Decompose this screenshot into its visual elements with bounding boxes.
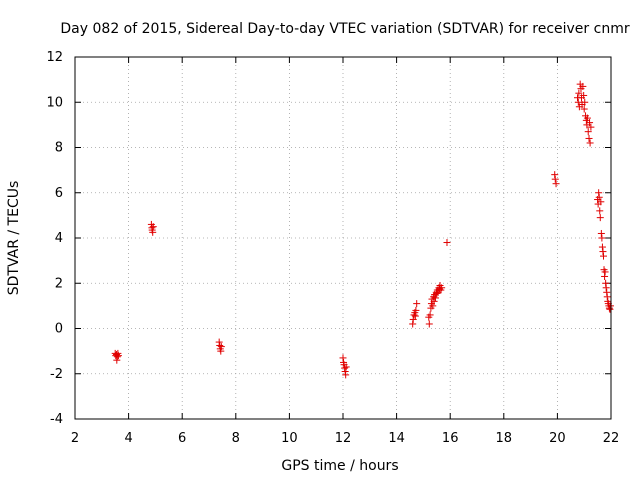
- data-point: [412, 306, 420, 314]
- data-point: [580, 91, 588, 99]
- data-point: [585, 134, 593, 142]
- x-tick-label: 20: [549, 431, 566, 446]
- y-tick-label: 12: [46, 50, 63, 65]
- data-point: [216, 341, 224, 349]
- grid-layer: [75, 57, 611, 419]
- data-point: [551, 171, 559, 179]
- data-point: [598, 234, 606, 242]
- data-point: [575, 89, 583, 97]
- data-point: [606, 305, 614, 313]
- data-point: [113, 353, 121, 361]
- y-tick-label: 6: [55, 186, 63, 201]
- x-tick-label: 6: [178, 431, 186, 446]
- data-point: [574, 98, 582, 106]
- data-point: [217, 347, 225, 355]
- data-point: [425, 320, 433, 328]
- data-point: [581, 98, 589, 106]
- data-point: [217, 343, 225, 351]
- data-point: [341, 367, 349, 375]
- data-point: [411, 312, 419, 320]
- data-point: [586, 139, 594, 147]
- data-point: [602, 279, 610, 287]
- data-point: [551, 175, 559, 183]
- plot-frame: [74, 56, 612, 420]
- data-point: [113, 356, 121, 364]
- data-point: [601, 272, 609, 280]
- data-point: [409, 320, 417, 328]
- data-point: [584, 128, 592, 136]
- data-point: [149, 223, 157, 231]
- data-point: [583, 114, 591, 122]
- y-tick-label: 4: [55, 231, 63, 246]
- y-tick-label: -2: [50, 367, 63, 382]
- data-point: [597, 229, 605, 237]
- x-axis-label: GPS time / hours: [281, 458, 398, 474]
- x-tick-label: 8: [232, 431, 240, 446]
- data-point: [606, 302, 614, 310]
- y-tick-label: 2: [55, 276, 63, 291]
- x-tick-label: 16: [442, 431, 459, 446]
- x-tick-label: 10: [281, 431, 298, 446]
- data-point: [587, 123, 595, 131]
- data-point: [342, 363, 350, 371]
- data-point: [552, 180, 560, 188]
- data-point: [603, 293, 611, 301]
- data-point: [431, 294, 439, 302]
- data-point: [586, 119, 594, 127]
- data-point: [598, 243, 606, 251]
- data-point: [443, 239, 451, 247]
- data-point: [438, 284, 446, 292]
- data-point: [597, 198, 605, 206]
- chart-title: Day 082 of 2015, Sidereal Day-to-day VTE…: [60, 21, 629, 37]
- data-point: [579, 82, 587, 90]
- data-point: [595, 193, 603, 201]
- y-tick-label: -4: [50, 412, 63, 427]
- data-point: [149, 228, 157, 236]
- data-point: [341, 364, 349, 372]
- y-tick-label: 8: [55, 141, 63, 156]
- data-point: [342, 371, 350, 379]
- x-tick-label: 2: [71, 431, 79, 446]
- data-point: [596, 207, 604, 215]
- data-point: [433, 289, 441, 297]
- data-point: [426, 311, 434, 319]
- data-point: [601, 268, 609, 276]
- data-point: [429, 302, 437, 310]
- x-tick-label: 4: [124, 431, 132, 446]
- data-points: [111, 80, 614, 379]
- x-tick-label: 22: [603, 431, 620, 446]
- data-point: [215, 338, 223, 346]
- data-point: [114, 352, 122, 360]
- data-point: [430, 297, 438, 305]
- x-tick-label: 14: [388, 431, 405, 446]
- tick-layer: 2 4 6 8 10 12 14 16 18 20 22 -4 -2 0 2 4 6 8 10 12: [46, 50, 619, 446]
- data-point: [599, 252, 607, 260]
- data-point: [603, 288, 611, 296]
- data-point: [413, 300, 421, 308]
- data-point: [596, 214, 604, 222]
- y-tick-label: 10: [46, 95, 63, 110]
- data-point: [580, 105, 588, 113]
- y-axis-label: SDTVAR / TECUs: [6, 181, 22, 296]
- data-point: [602, 284, 610, 292]
- y-tick-label: 0: [55, 322, 63, 337]
- x-tick-label: 18: [496, 431, 513, 446]
- data-point: [595, 189, 603, 197]
- data-point: [599, 248, 607, 256]
- x-tick-label: 12: [335, 431, 352, 446]
- data-point: [339, 354, 347, 362]
